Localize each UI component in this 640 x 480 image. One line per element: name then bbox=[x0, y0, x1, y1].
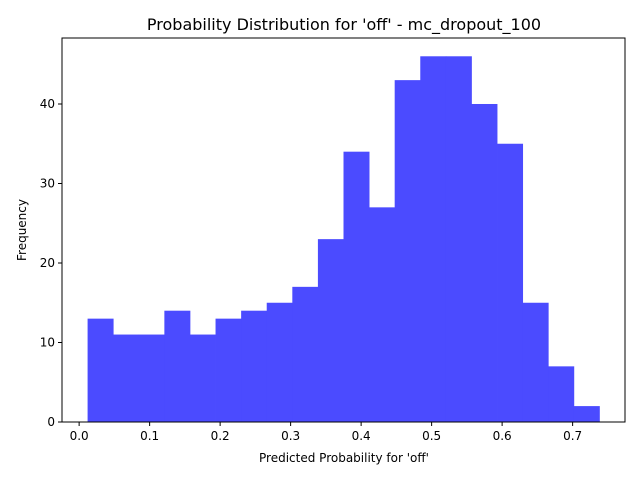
chart-title: Probability Distribution for 'off' - mc_… bbox=[147, 15, 541, 35]
bars-group bbox=[87, 56, 600, 423]
histogram-bar bbox=[343, 151, 370, 422]
histogram-bar bbox=[317, 239, 344, 422]
histogram-bar bbox=[420, 56, 447, 423]
histogram-bar bbox=[394, 80, 421, 422]
histogram-bar bbox=[215, 318, 242, 422]
histogram-bar bbox=[369, 207, 396, 422]
x-axis-ticks: 0.0 0.1 0.2 0.3 0.4 0.5 0.6 0.7 bbox=[70, 422, 582, 443]
x-tick-label: 0.0 bbox=[70, 429, 89, 443]
y-tick-label: 0 bbox=[47, 415, 55, 429]
x-tick-label: 0.2 bbox=[211, 429, 230, 443]
y-tick-label: 20 bbox=[40, 256, 55, 270]
histogram-bar bbox=[241, 310, 268, 422]
x-axis-label: Predicted Probability for 'off' bbox=[259, 451, 429, 465]
histogram-bar bbox=[87, 318, 114, 422]
histogram-bar bbox=[138, 334, 165, 422]
histogram-bar bbox=[445, 56, 472, 423]
histogram-bar bbox=[266, 302, 293, 422]
x-tick-label: 0.6 bbox=[493, 429, 512, 443]
histogram-bar bbox=[471, 103, 498, 422]
histogram-bar bbox=[292, 286, 319, 422]
histogram-bar bbox=[164, 310, 191, 422]
x-tick-label: 0.4 bbox=[352, 429, 371, 443]
y-tick-label: 30 bbox=[40, 176, 55, 190]
y-tick-label: 10 bbox=[40, 335, 55, 349]
histogram-bar bbox=[522, 302, 549, 422]
histogram-bar bbox=[497, 143, 524, 422]
histogram-bar bbox=[548, 366, 575, 422]
y-axis-label: Frequency bbox=[15, 199, 29, 261]
x-tick-label: 0.3 bbox=[281, 429, 300, 443]
x-tick-label: 0.7 bbox=[563, 429, 582, 443]
histogram-bar bbox=[189, 334, 216, 422]
histogram-bar bbox=[113, 334, 140, 422]
x-tick-label: 0.1 bbox=[140, 429, 159, 443]
y-tick-label: 40 bbox=[40, 97, 55, 111]
histogram-bar bbox=[573, 406, 600, 422]
x-tick-label: 0.5 bbox=[422, 429, 441, 443]
plot-frame bbox=[61, 37, 626, 423]
y-axis-ticks: 0 10 20 30 40 bbox=[40, 97, 62, 429]
